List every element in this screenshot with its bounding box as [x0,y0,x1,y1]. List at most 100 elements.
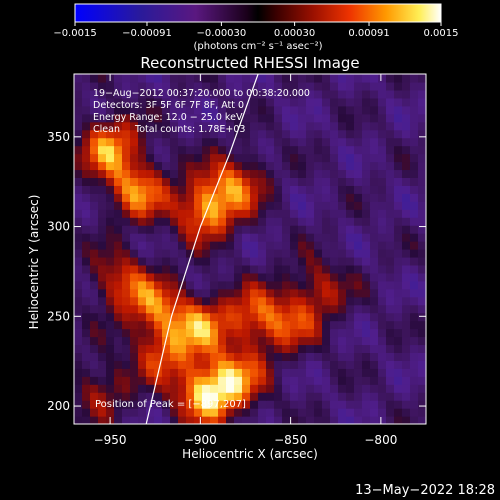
heatmap-cell [106,161,115,171]
heatmap-cell [202,336,211,346]
heatmap-cell [186,153,195,163]
heatmap-cell [410,225,419,234]
heatmap-cell [290,97,299,107]
heatmap-cell [386,217,395,226]
heatmap-cell [138,376,147,385]
heatmap-cell [154,376,163,385]
heatmap-cell [226,97,235,107]
heatmap-cell [74,105,83,115]
heatmap-cell [266,288,275,298]
heatmap-cell [250,209,259,218]
heatmap-cell [410,328,419,338]
heatmap-cell [418,177,426,186]
heatmap-cell [314,408,323,417]
heatmap-cell [298,233,307,242]
heatmap-cell [378,217,387,226]
heatmap-cell [130,288,139,298]
heatmap-cell [90,74,99,83]
heatmap-cell [354,288,363,298]
heatmap-cell [394,312,403,322]
heatmap-cell [202,416,211,424]
heatmap-cell [186,209,195,218]
heatmap-cell [346,185,355,194]
heatmap-cell [258,113,267,123]
heatmap-cell [274,408,283,417]
heatmap-cell [290,328,299,338]
heatmap-cell [130,177,139,186]
heatmap-cell [354,328,363,338]
heatmap-cell [130,376,139,385]
heatmap-cell [410,408,419,417]
heatmap-cell [226,272,235,282]
heatmap-cell [370,256,379,266]
heatmap-cell [114,209,123,218]
heatmap-cell [290,416,299,424]
heatmap-cell [402,376,411,385]
heatmap-cell [346,241,355,250]
heatmap-cell [186,288,195,298]
heatmap-cell [130,137,139,147]
heatmap-cell [242,392,251,401]
heatmap-cell [82,129,91,139]
heatmap-cell [354,129,363,139]
heatmap-cell [98,384,107,393]
heatmap-cell [194,328,203,338]
heatmap-cell [130,74,139,83]
heatmap-cell [106,217,115,226]
heatmap-cell [194,392,203,401]
heatmap-cell [314,416,323,424]
heatmap-cell [242,336,251,346]
heatmap-cell [74,137,83,147]
heatmap-cell [338,328,347,338]
heatmap-cell [346,352,355,361]
heatmap-cell [122,384,131,393]
heatmap-cell [226,328,235,338]
heatmap-cell [346,320,355,330]
heatmap-cell [306,272,315,282]
heatmap-cell [210,288,219,298]
heatmap-cell [386,304,395,314]
heatmap-cell [362,209,371,218]
heatmap-cell [202,312,211,322]
heatmap-cell [250,249,259,258]
heatmap-cell [394,113,403,123]
heatmap-cell [82,312,91,322]
heatmap-cell [154,392,163,401]
heatmap-cell [410,121,419,131]
heatmap-cell [202,153,211,163]
heatmap-cell [194,201,203,210]
heatmap-cell [74,249,83,258]
heatmap-cell [170,272,179,282]
heatmap-cell [162,256,171,266]
heatmap-cell [178,89,187,99]
heatmap-cell [186,225,195,234]
heatmap-cell [226,280,235,290]
heatmap-cell [178,336,187,346]
heatmap-cell [338,113,347,123]
heatmap-cell [314,209,323,218]
heatmap-cell [378,209,387,218]
heatmap-cell [418,336,426,346]
heatmap-cell [242,97,251,107]
heatmap-cell [362,193,371,202]
heatmap-cell [362,320,371,330]
heatmap-cell [170,161,179,171]
heatmap-cell [162,280,171,290]
heatmap-cell [170,328,179,338]
heatmap-cell [378,201,387,210]
heatmap-cell [218,209,227,218]
heatmap-cell [130,384,139,393]
heatmap-cell [114,280,123,290]
heatmap-cell [218,416,227,424]
heatmap-cell [362,145,371,155]
heatmap-cell [74,169,83,178]
heatmap-cell [154,264,163,274]
heatmap-cell [402,360,411,369]
heatmap-cell [234,288,243,298]
heatmap-cell [74,256,83,266]
heatmap-cell [378,249,387,258]
heatmap-cell [410,89,419,99]
heatmap-cell [266,296,275,306]
heatmap-cell [386,137,395,147]
heatmap-cell [218,272,227,282]
